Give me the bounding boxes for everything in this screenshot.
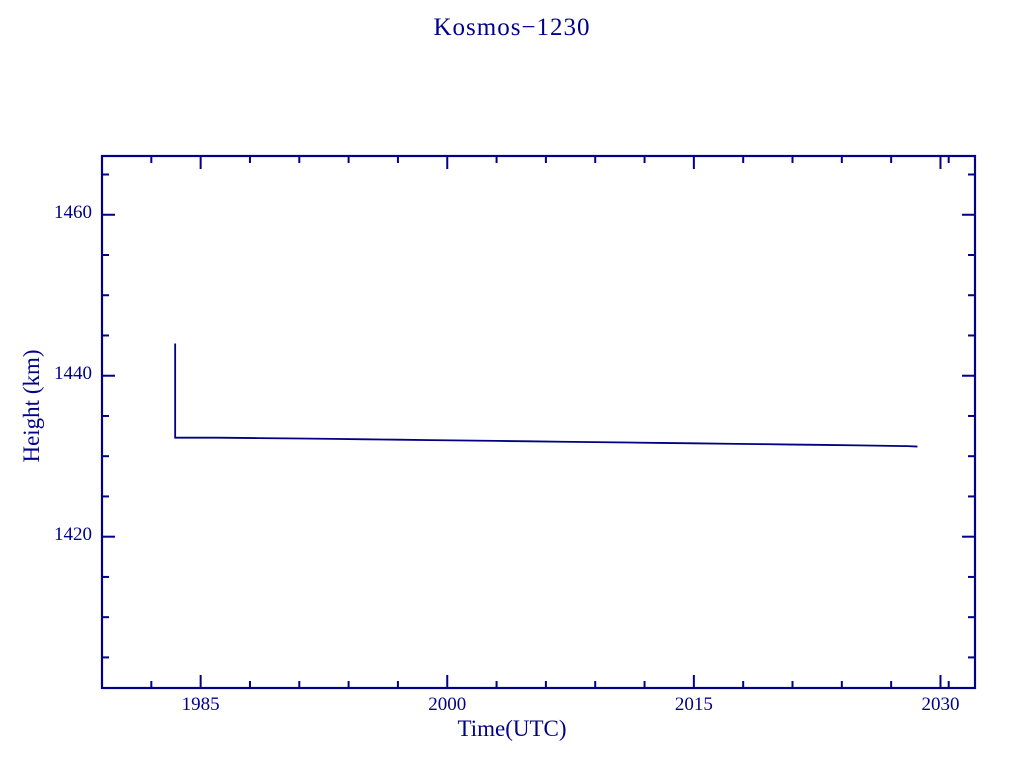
y-tick-label-1460: 1460 [54,201,92,223]
x-axis-title: Time(UTC) [457,716,567,741]
x-tick-label-2015: 2015 [674,694,713,715]
x-tick-label-2030: 2030 [921,694,960,715]
plot-frame [100,154,977,690]
x-tick-label-1985: 1985 [181,694,220,715]
data-line-series [174,343,918,448]
y-tick-label-1420: 1420 [54,523,92,545]
y-axis-title: Height (km) [19,349,44,463]
x-tick-label-2000: 2000 [428,694,467,715]
y-tick-label-1440: 1440 [54,362,92,384]
axis-ticks [102,156,975,688]
chart-title: Kosmos−1230 [433,14,591,41]
